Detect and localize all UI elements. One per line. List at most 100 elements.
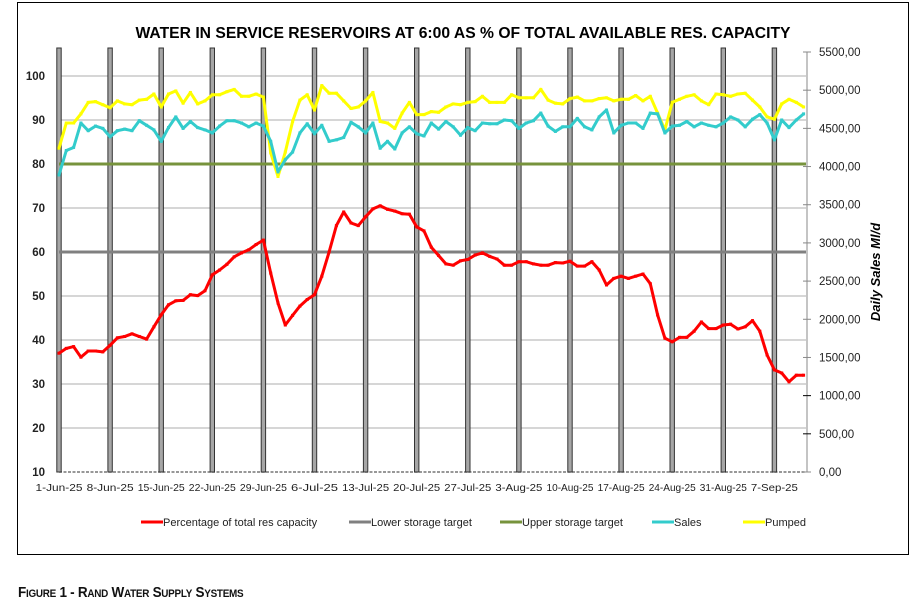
data-point <box>794 118 798 122</box>
data-point <box>298 304 302 308</box>
y2-tick-label: 5000,00 <box>819 85 861 97</box>
data-point <box>605 283 608 287</box>
data-point <box>349 221 353 225</box>
x-tick-label: 31-Aug-25 <box>700 482 747 494</box>
data-point <box>181 101 185 105</box>
data-point <box>751 98 754 102</box>
data-point <box>626 276 630 280</box>
data-point <box>539 263 543 267</box>
data-point <box>736 92 740 96</box>
data-point <box>524 121 528 125</box>
data-point <box>57 351 61 355</box>
data-point <box>729 94 733 98</box>
data-point <box>320 274 324 278</box>
data-point <box>305 298 309 302</box>
data-point <box>612 99 616 103</box>
data-point <box>597 268 601 272</box>
data-point <box>174 115 178 119</box>
data-point <box>261 238 265 242</box>
data-point <box>407 212 411 216</box>
data-point <box>758 105 762 109</box>
data-point <box>247 125 251 129</box>
week-bar <box>720 47 726 473</box>
x-tick-label: 20-Jul-25 <box>393 482 440 494</box>
data-point <box>276 301 280 305</box>
data-point <box>254 243 258 247</box>
data-point <box>561 102 565 106</box>
data-point <box>79 112 83 116</box>
series-lines <box>57 84 806 384</box>
legend: Percentage of total res capacity Lower st… <box>141 517 806 529</box>
data-point <box>459 103 462 107</box>
week-bar <box>209 47 216 473</box>
week-bar <box>414 47 420 473</box>
data-point <box>590 260 594 264</box>
data-point <box>495 122 499 126</box>
data-point <box>57 173 61 177</box>
x-tick-label: 24-Aug-25 <box>649 482 696 494</box>
chart-frame <box>17 2 909 555</box>
data-point <box>502 118 506 122</box>
data-point <box>72 345 76 349</box>
week-bar <box>516 47 522 473</box>
data-point <box>794 100 798 104</box>
data-point <box>429 245 433 249</box>
data-point <box>232 119 236 123</box>
data-point <box>510 263 514 267</box>
legend-label: Sales <box>674 517 702 529</box>
data-point <box>349 107 353 111</box>
data-point <box>393 126 397 130</box>
data-point <box>561 261 565 265</box>
right-axis: 0,00 500,00 1000,00 1500,00 2000,00 2500,00 30… <box>803 47 861 479</box>
data-point <box>648 282 652 286</box>
data-point <box>590 99 594 103</box>
data-point <box>152 325 156 329</box>
data-point <box>422 134 426 138</box>
data-point <box>736 118 740 122</box>
data-point <box>502 100 506 104</box>
data-point <box>670 124 674 128</box>
x-tick-label: 22-Jun-25 <box>189 482 236 494</box>
data-point <box>707 103 711 107</box>
data-point <box>356 125 360 129</box>
data-point <box>539 111 543 115</box>
data-point <box>641 99 645 103</box>
data-point <box>79 121 83 125</box>
data-point <box>451 125 455 129</box>
data-point <box>743 325 747 329</box>
data-point <box>291 119 295 123</box>
data-point <box>313 293 316 297</box>
y2-tick-label: 3500,00 <box>819 200 861 212</box>
left-axis: 10 20 30 40 50 60 70 80 90 100 <box>26 71 45 479</box>
data-point <box>765 353 769 357</box>
right-axis-title: Daily Sales Ml/d <box>868 222 883 321</box>
data-point <box>356 105 360 109</box>
data-point <box>488 122 492 126</box>
data-point <box>597 115 601 119</box>
data-point <box>466 100 470 104</box>
y-tick-label: 100 <box>26 71 45 83</box>
data-point <box>517 126 521 130</box>
data-point <box>575 95 579 99</box>
data-point <box>670 100 674 104</box>
data-point <box>415 132 419 136</box>
data-point <box>524 260 528 264</box>
x-tick-label: 17-Aug-25 <box>598 482 645 494</box>
data-point <box>619 123 623 127</box>
data-point <box>167 303 170 307</box>
chart-title: WATER IN SERVICE RESERVOIRS AT 6:00 AS %… <box>136 25 792 42</box>
data-point <box>123 334 127 338</box>
data-point <box>553 101 557 105</box>
data-point <box>145 337 149 341</box>
data-point <box>64 121 68 125</box>
data-point <box>553 129 557 133</box>
y2-tick-label: 2500,00 <box>819 276 861 288</box>
data-point <box>283 158 287 162</box>
y-tick-label: 60 <box>32 247 45 259</box>
data-point <box>386 139 389 143</box>
data-point <box>108 135 112 139</box>
data-point <box>137 98 141 102</box>
data-point <box>787 380 791 384</box>
data-point <box>101 126 105 130</box>
data-point <box>539 87 543 91</box>
